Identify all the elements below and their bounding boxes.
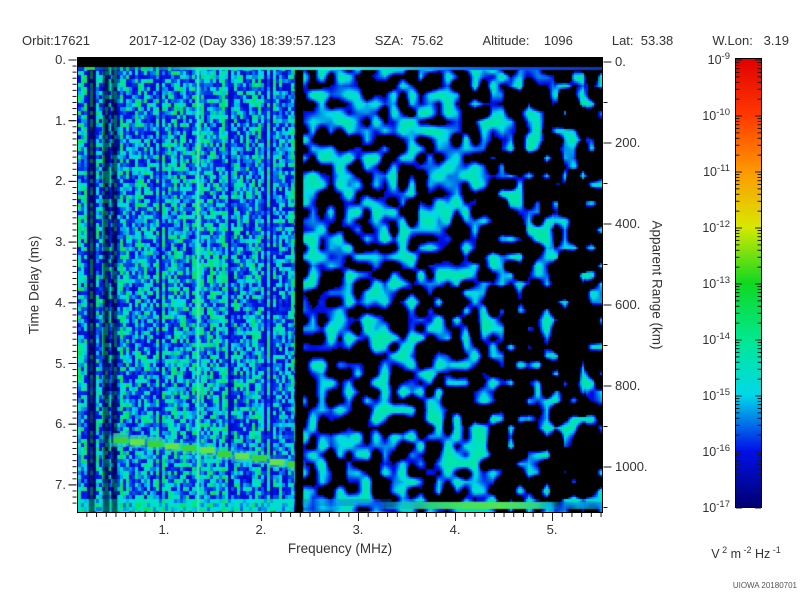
x-axis-label: Frequency (MHz) — [287, 541, 393, 556]
y-tick-label: 3. — [55, 234, 66, 250]
y2-tick-label: 800. — [615, 378, 641, 393]
y-tick-label: 5. — [55, 355, 66, 371]
colorbar-tick-label: 10-16 — [702, 443, 730, 460]
colorbar-tick-label: 10-12 — [702, 219, 730, 236]
y-tick-label: 4. — [55, 294, 66, 310]
colorbar-tick-label: 10-11 — [703, 163, 730, 180]
x-tick-label: 3. — [352, 522, 364, 537]
y-tick-label: 0. — [55, 52, 66, 67]
colorbar-tick-label: 10-10 — [702, 107, 730, 124]
header-orbit: Orbit:17621 — [22, 33, 90, 48]
x-tick-label: 5. — [546, 522, 558, 537]
y2-tick-label: 400. — [615, 216, 641, 231]
colorbar-tick-label: 10-13 — [702, 275, 730, 292]
y2-tick-label: 0. — [615, 54, 626, 69]
y2-tick-label: 1000. — [615, 459, 648, 474]
y2-axis-label: Apparent Range (km) — [649, 220, 665, 350]
header-altitude: Altitude: 1096 — [482, 33, 573, 48]
x-tick-label: 2. — [255, 522, 267, 537]
x-tick-label: 4. — [449, 522, 461, 537]
colorbar-tick-label: 10-15 — [702, 387, 730, 404]
x-tick-label: 1. — [158, 522, 170, 537]
header-datetime: 2017-12-02 (Day 336) 18:39:57.123 — [128, 33, 336, 48]
header: Orbit:17621 2017-12-02 (Day 336) 18:39:5… — [22, 33, 789, 48]
colorbar-tick-label: 10-9 — [707, 51, 730, 68]
colorbar-tick-label: 10-14 — [702, 331, 730, 348]
header-wlon: W.Lon: 3.19 — [712, 33, 789, 48]
header-sza: SZA: 75.62 — [374, 33, 444, 48]
y-tick-label: 6. — [55, 416, 66, 432]
colorbar-tick-label: 10-17 — [702, 499, 730, 516]
y2-tick-label: 200. — [615, 135, 641, 150]
watermark: UIOWA 20180701 — [732, 581, 797, 590]
header-lat: Lat: 53.38 — [611, 33, 674, 48]
y-tick-label: 7. — [55, 476, 66, 492]
plot-frame — [77, 57, 603, 513]
y-axis-label: Time Delay (ms) — [26, 235, 42, 335]
y-tick-label: 1. — [55, 112, 66, 128]
colorbar-unit-label: V 2 m -2 Hz -1 — [711, 545, 781, 562]
y-tick-label: 2. — [55, 173, 66, 189]
y2-tick-label: 600. — [615, 297, 641, 312]
colorbar-gradient — [735, 58, 762, 508]
spectrogram-canvas — [78, 58, 602, 512]
